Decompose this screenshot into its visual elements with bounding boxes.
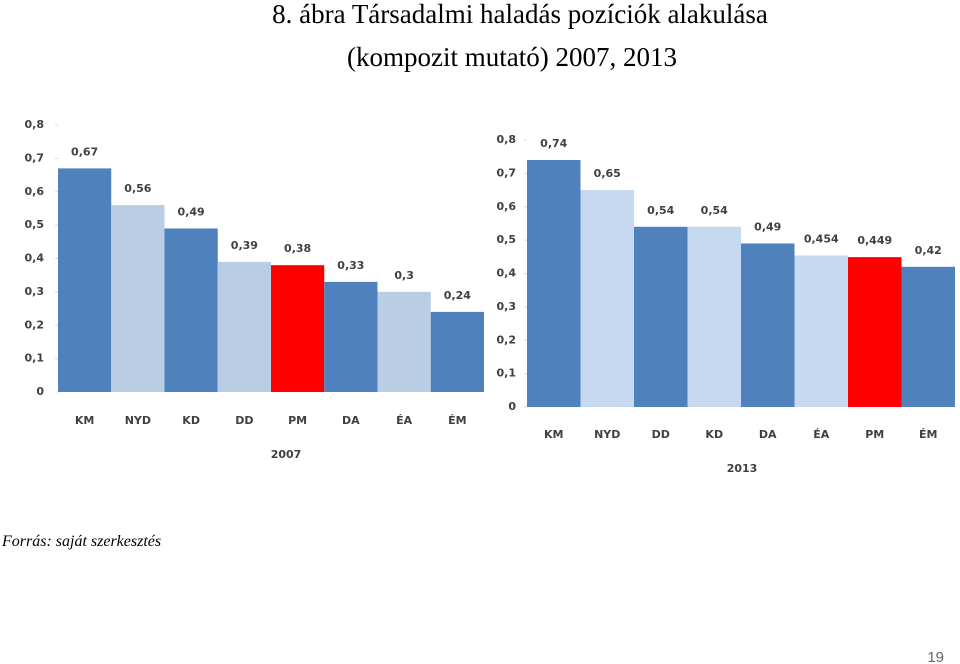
x-tick-label: DD [652, 428, 670, 441]
value-label: 0,54 [701, 204, 728, 217]
x-tick-label: ÉM [919, 428, 937, 441]
bar [687, 226, 741, 407]
y-tick-label: 0,1 [497, 367, 517, 380]
x-axis-title: 2013 [727, 462, 758, 475]
value-label: 0,54 [647, 204, 674, 217]
value-label: 0,49 [178, 205, 205, 218]
value-label: 0,454 [804, 232, 839, 245]
bar [901, 266, 955, 407]
bar [527, 160, 581, 407]
x-tick-label: DA [759, 428, 777, 441]
x-tick-label: ÉA [396, 414, 413, 427]
x-tick-label: PM [288, 414, 307, 427]
x-tick-label: ÉM [448, 414, 466, 427]
bar [634, 226, 688, 407]
x-axis-title: 2007 [271, 448, 302, 461]
y-tick-label: 0,5 [25, 218, 45, 231]
y-tick-label: 0,2 [25, 318, 45, 331]
bar [377, 291, 431, 392]
value-label: 0,49 [754, 220, 781, 233]
bar [217, 261, 271, 392]
bar [111, 205, 165, 392]
x-tick-label: PM [865, 428, 884, 441]
bar [164, 228, 218, 392]
bar [58, 168, 112, 392]
x-tick-label: KD [182, 414, 200, 427]
x-tick-label: DD [235, 414, 253, 427]
y-tick-label: 0,7 [497, 166, 517, 179]
y-tick-label: 0,1 [25, 352, 45, 365]
y-tick-label: 0 [508, 400, 516, 413]
bar [741, 243, 795, 407]
value-label: 0,24 [444, 289, 471, 302]
y-tick-label: 0,3 [497, 300, 517, 313]
x-tick-label: KD [705, 428, 723, 441]
bar [794, 255, 848, 407]
x-tick-label: NYD [594, 428, 620, 441]
bar [430, 311, 484, 392]
x-tick-label: ÉA [813, 428, 830, 441]
y-tick-label: 0,2 [497, 333, 517, 346]
y-tick-label: 0,3 [25, 285, 45, 298]
value-label: 0,39 [231, 239, 258, 252]
x-tick-label: KM [75, 414, 94, 427]
y-tick-label: 0,7 [25, 151, 45, 164]
bar [324, 281, 378, 392]
y-tick-label: 0 [36, 385, 44, 398]
value-label: 0,33 [337, 259, 364, 272]
y-tick-label: 0,4 [497, 267, 517, 280]
source: Forrás: saját szerkesztés [1, 533, 161, 550]
value-label: 0,65 [594, 167, 621, 180]
value-label: 0,449 [857, 234, 892, 247]
value-label: 0,74 [540, 137, 567, 150]
y-tick-label: 0,8 [497, 133, 517, 146]
x-tick-label: NYD [125, 414, 151, 427]
y-tick-label: 0,6 [497, 200, 517, 213]
title-line: 8. ábra Társadalmi haladás pozíciók alak… [272, 0, 768, 29]
x-tick-label: KM [544, 428, 563, 441]
bar [848, 257, 902, 407]
y-tick-label: 0,4 [25, 252, 45, 265]
y-tick-label: 0,5 [497, 233, 517, 246]
value-label: 0,67 [71, 145, 98, 158]
bar [271, 265, 325, 392]
title-line: (kompozit mutató) 2007, 2013 [347, 42, 677, 72]
value-label: 0,3 [394, 269, 414, 282]
y-tick-label: 0,6 [25, 185, 45, 198]
y-tick-label: 0,8 [25, 118, 45, 131]
bar [580, 190, 634, 407]
value-label: 0,56 [124, 182, 151, 195]
value-label: 0,38 [284, 242, 311, 255]
x-tick-label: DA [342, 414, 360, 427]
page-number: 19 [927, 649, 944, 664]
value-label: 0,42 [915, 244, 942, 257]
